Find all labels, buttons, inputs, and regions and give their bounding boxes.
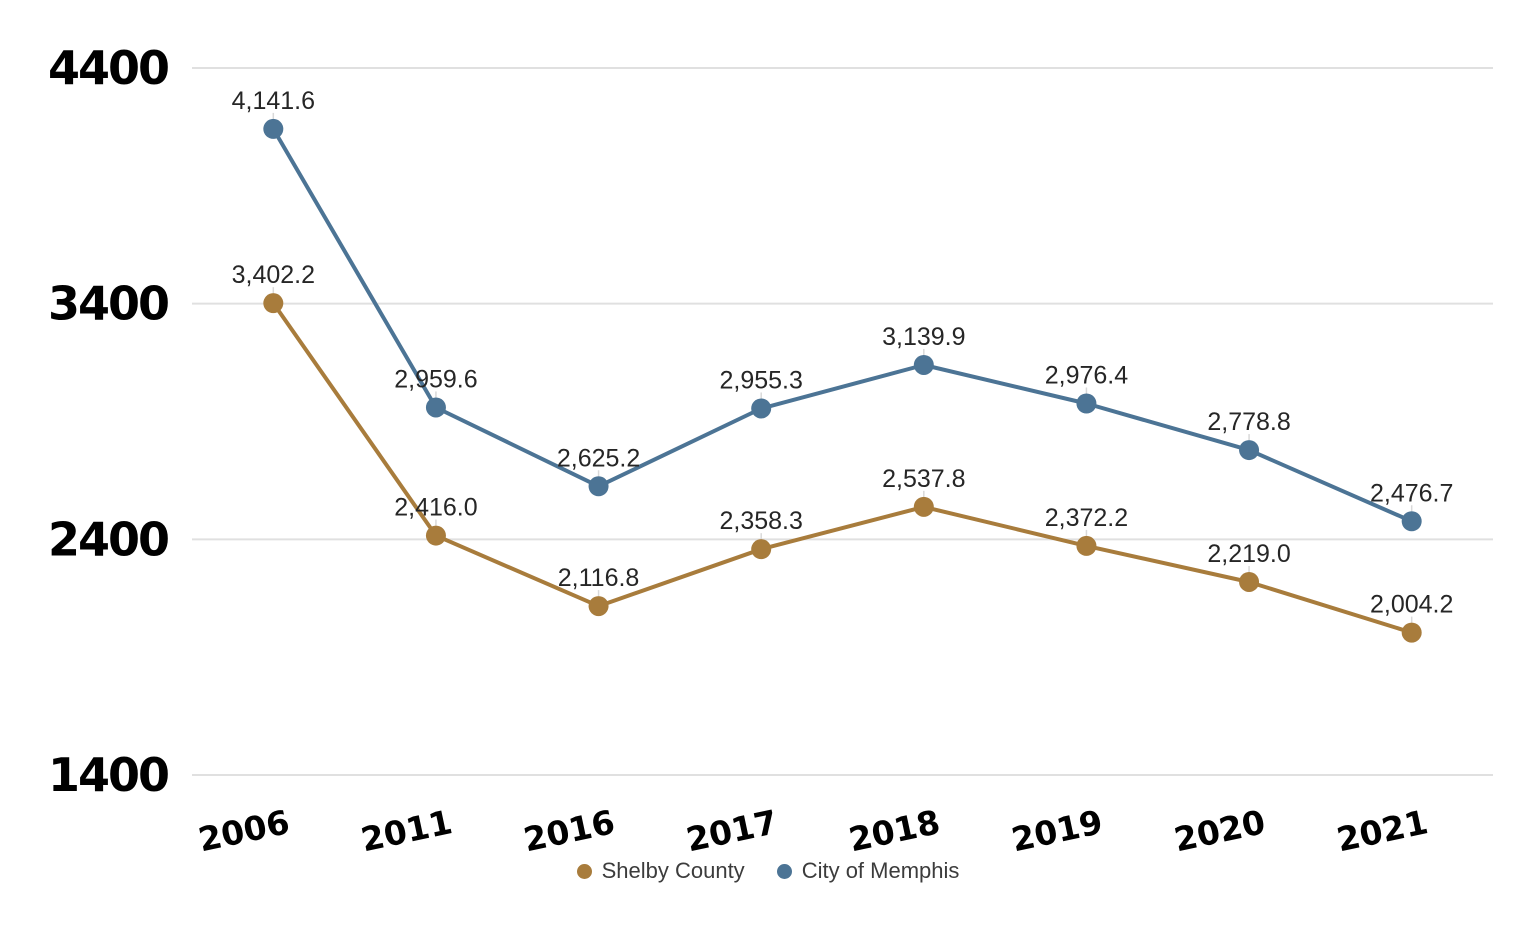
- data-point-city-of-memphis-2019: [1076, 393, 1097, 414]
- data-point-city-of-memphis-2016: [588, 476, 609, 497]
- x-axis-tick-2016: 2016: [520, 802, 618, 859]
- x-axis-tick-2017: 2017: [683, 802, 781, 859]
- legend-marker-city-of-memphis: [776, 863, 792, 879]
- x-axis-tick-2019: 2019: [1008, 802, 1106, 859]
- chart-legend: Shelby County City of Memphis: [0, 860, 1536, 882]
- data-point-city-of-memphis-2021: [1401, 511, 1422, 532]
- data-point-shelby-county-2017: [751, 539, 772, 560]
- data-label-city-of-memphis-2016: 2,625.2: [557, 444, 640, 472]
- data-label-shelby-county-2011: 2,416.0: [394, 494, 477, 522]
- data-label-city-of-memphis-2019: 2,976.4: [1045, 361, 1129, 389]
- data-label-city-of-memphis-2018: 3,139.9: [882, 323, 965, 351]
- data-label-shelby-county-2019: 2,372.2: [1045, 504, 1128, 532]
- x-axis-tick-2020: 2020: [1171, 802, 1269, 859]
- y-axis-tick-2400: 2400: [48, 512, 168, 566]
- data-point-city-of-memphis-2011: [425, 397, 446, 418]
- data-label-city-of-memphis-2021: 2,476.7: [1370, 479, 1453, 507]
- data-point-shelby-county-2011: [425, 525, 446, 546]
- legend-item-shelby-county: Shelby County: [576, 858, 745, 883]
- data-point-shelby-county-2020: [1239, 571, 1260, 592]
- data-point-city-of-memphis-2018: [913, 354, 934, 375]
- x-axis-tick-2018: 2018: [845, 802, 943, 859]
- legend-label-city-of-memphis: City of Memphis: [801, 858, 960, 883]
- data-point-shelby-county-2018: [913, 496, 934, 517]
- y-axis-tick-1400: 1400: [48, 748, 168, 802]
- data-label-city-of-memphis-2011: 2,959.6: [394, 365, 477, 393]
- data-label-shelby-county-2017: 2,358.3: [719, 507, 802, 535]
- y-axis-tick-4400: 4400: [48, 41, 168, 95]
- x-axis-tick-2021: 2021: [1333, 802, 1431, 859]
- data-point-shelby-county-2016: [588, 596, 609, 617]
- data-point-shelby-county-2019: [1076, 535, 1097, 556]
- series-line-shelby-county: [271, 301, 1414, 635]
- data-label-city-of-memphis-2006: 4,141.6: [232, 87, 315, 115]
- data-label-shelby-county-2018: 2,537.8: [882, 465, 965, 493]
- data-point-shelby-county-2021: [1401, 622, 1422, 643]
- x-axis-tick-2011: 2011: [358, 802, 456, 859]
- x-axis-tick-2006: 2006: [195, 802, 293, 859]
- data-point-city-of-memphis-2017: [751, 398, 772, 419]
- data-label-shelby-county-2020: 2,219.0: [1207, 540, 1290, 568]
- data-label-shelby-county-2006: 3,402.2: [232, 261, 315, 289]
- data-label-city-of-memphis-2020: 2,778.8: [1207, 408, 1290, 436]
- series-line-city-of-memphis: [271, 126, 1414, 524]
- legend-label-shelby-county: Shelby County: [601, 858, 745, 883]
- data-point-city-of-memphis-2006: [263, 118, 284, 139]
- data-label-shelby-county-2016: 2,116.8: [558, 564, 640, 592]
- data-label-city-of-memphis-2017: 2,955.3: [719, 366, 802, 394]
- data-point-shelby-county-2006: [263, 293, 284, 314]
- y-axis-tick-3400: 3400: [48, 277, 168, 331]
- legend-marker-shelby-county: [576, 863, 592, 879]
- data-label-shelby-county-2021: 2,004.2: [1370, 591, 1453, 619]
- legend-item-city-of-memphis: City of Memphis: [776, 858, 960, 883]
- data-point-city-of-memphis-2020: [1239, 440, 1260, 461]
